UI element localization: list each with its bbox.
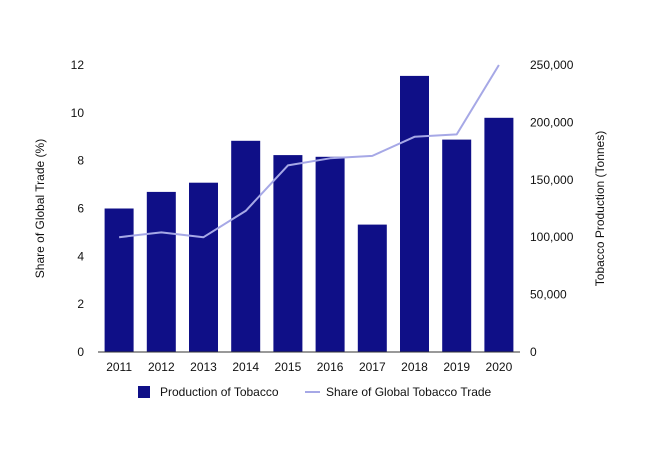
y-right-tick-label: 100,000 (530, 230, 574, 244)
y-axis-left-title: Share of Global Trade (%) (33, 139, 47, 278)
bar-2013 (189, 183, 218, 352)
bar-2012 (147, 192, 176, 352)
x-tick-label: 2011 (106, 360, 132, 374)
x-tick-label: 2020 (486, 360, 513, 374)
x-tick-label: 2019 (443, 360, 470, 374)
y-left-tick-label: 6 (77, 202, 84, 216)
bar-2019 (442, 140, 471, 352)
x-tick-label: 2015 (275, 360, 302, 374)
x-tick-label: 2012 (148, 360, 175, 374)
bar-2020 (484, 118, 513, 352)
share-line (119, 65, 499, 237)
bar-2011 (105, 209, 134, 353)
line-series-group (119, 65, 499, 237)
bar-2015 (273, 155, 302, 352)
y-left-tick-label: 2 (77, 297, 84, 311)
bar-2014 (231, 141, 260, 352)
legend-bar-swatch (138, 386, 150, 398)
x-tick-label: 2018 (401, 360, 428, 374)
bar-2016 (316, 157, 345, 352)
x-tick-label: 2013 (190, 360, 217, 374)
legend-line-label: Share of Global Tobacco Trade (326, 385, 492, 399)
y-left-tick-label: 4 (77, 249, 84, 263)
bar-2018 (400, 76, 429, 352)
y-right-tick-label: 0 (530, 345, 537, 359)
y-left-tick-label: 0 (77, 345, 84, 359)
y-left-tick-label: 8 (77, 154, 84, 168)
x-tick-label: 2014 (232, 360, 259, 374)
y-right-tick-label: 250,000 (530, 58, 574, 72)
y-right-tick-label: 50,000 (530, 288, 567, 302)
bar-series (105, 76, 514, 352)
x-tick-label: 2016 (317, 360, 344, 374)
legend: Production of Tobacco Share of Global Tob… (138, 385, 492, 399)
y-right-tick-label: 200,000 (530, 115, 574, 129)
y-axis-right-title: Tobacco Production (Tonnes) (593, 131, 607, 286)
y-right-tick-label: 150,000 (530, 173, 574, 187)
x-tick-label: 2017 (359, 360, 386, 374)
y-left-tick-label: 10 (71, 106, 85, 120)
bar-2017 (358, 225, 387, 352)
y-left-tick-label: 12 (71, 58, 85, 72)
legend-bar-label: Production of Tobacco (160, 385, 279, 399)
